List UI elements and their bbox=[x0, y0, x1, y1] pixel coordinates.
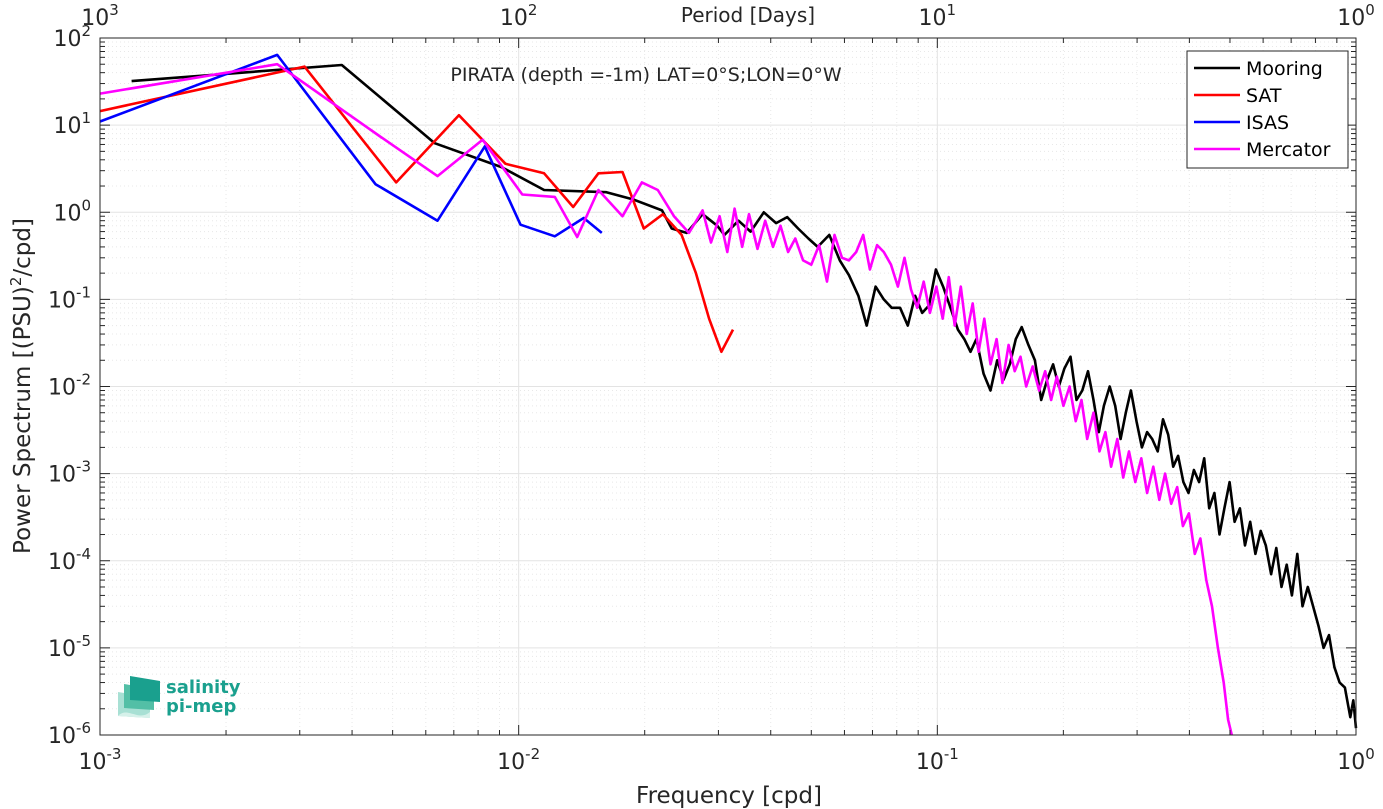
x-tick-label: 100 bbox=[1337, 745, 1375, 775]
y-axis-title: Power Spectrum [(PSU)2/cpd] bbox=[7, 218, 36, 554]
legend-label-mercator: Mercator bbox=[1246, 139, 1331, 161]
legend-label-mooring: Mooring bbox=[1246, 58, 1323, 80]
series-line-mooring bbox=[131, 63, 1358, 729]
x2-tick-label: 101 bbox=[919, 1, 957, 31]
legend: Mooring SAT ISAS Mercator bbox=[1186, 50, 1349, 169]
series-line-mercator bbox=[99, 62, 1234, 736]
x2-axis-title: Period [Days] bbox=[681, 3, 815, 27]
wave-logo-icon bbox=[118, 676, 160, 718]
series-line-isas bbox=[99, 53, 603, 238]
legend-label-isas: ISAS bbox=[1246, 112, 1289, 134]
y-tick-label: 10-2 bbox=[48, 371, 91, 401]
x-tick-label: 10-2 bbox=[497, 745, 540, 775]
y-tick-label: 100 bbox=[53, 196, 91, 226]
x-tick-label: 10-1 bbox=[916, 745, 959, 775]
axis-ticks bbox=[99, 37, 1357, 736]
y-tick-label: 10-5 bbox=[48, 632, 91, 662]
x-tick-label: 10-3 bbox=[79, 745, 122, 775]
x2-tick-label: 102 bbox=[500, 1, 538, 31]
x2-tick-label: 103 bbox=[81, 1, 119, 31]
y-tick-label: 102 bbox=[53, 22, 91, 52]
y-tick-label: 10-3 bbox=[48, 458, 91, 488]
y-tick-label: 10-1 bbox=[48, 283, 91, 313]
x-axis-title: Frequency [cpd] bbox=[636, 783, 822, 809]
legend-label-sat: SAT bbox=[1246, 85, 1282, 107]
y-tick-label: 10-4 bbox=[48, 545, 91, 575]
y-tick-label: 101 bbox=[53, 109, 91, 139]
logo-text-salinity: salinity bbox=[166, 677, 241, 698]
series-line-sat bbox=[99, 65, 735, 354]
logo: salinity pi-mep bbox=[118, 676, 241, 718]
series-lines bbox=[99, 53, 1358, 736]
grid-lines bbox=[99, 38, 1356, 736]
logo-text-pimep: pi-mep bbox=[166, 696, 236, 717]
x2-tick-label: 100 bbox=[1337, 1, 1375, 31]
chart-title: PIRATA (depth =-1m) LAT=0°S;LON=0°W bbox=[450, 64, 841, 86]
y-tick-label: 10-6 bbox=[48, 719, 91, 749]
